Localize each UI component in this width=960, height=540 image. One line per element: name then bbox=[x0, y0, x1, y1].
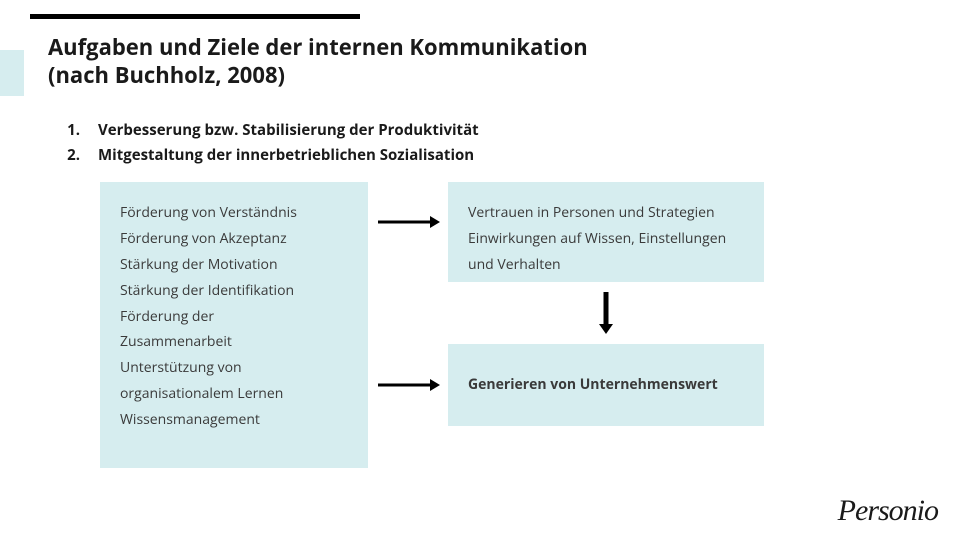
box-bottom-right-lines: Generieren von Unternehmenswert bbox=[468, 372, 718, 398]
box-line: Stärkung der Motivation bbox=[120, 252, 348, 278]
title-line-2: (nach Buchholz, 2008) bbox=[48, 62, 588, 90]
brand-logo: Personio bbox=[838, 494, 938, 528]
box-line: Einwirkungen auf Wissen, Einstellungen bbox=[468, 226, 744, 252]
box-left-lines: Förderung von VerständnisFörderung von A… bbox=[120, 200, 348, 433]
box-line: Förderung der bbox=[120, 304, 348, 330]
box-top-right: Vertrauen in Personen und StrategienEinw… bbox=[448, 182, 764, 282]
list-number: 1. bbox=[62, 118, 80, 143]
box-line: Generieren von Unternehmenswert bbox=[468, 372, 718, 398]
list-text: Verbesserung bzw. Stabilisierung der Pro… bbox=[98, 118, 479, 143]
box-line: und Verhalten bbox=[468, 252, 744, 278]
box-line: Förderung von Verständnis bbox=[120, 200, 348, 226]
arrow-left-to-bottomright-icon bbox=[370, 377, 448, 413]
box-line: organisationalem Lernen bbox=[120, 381, 348, 407]
box-line: Stärkung der Identifikation bbox=[120, 278, 348, 304]
box-left: Förderung von VerständnisFörderung von A… bbox=[100, 182, 368, 468]
accent-bar-vertical bbox=[0, 50, 24, 96]
title-line-1: Aufgaben und Ziele der internen Kommunik… bbox=[48, 34, 588, 62]
box-line: Unterstützung von bbox=[120, 355, 348, 381]
list-item: 2. Mitgestaltung der innerbetrieblichen … bbox=[62, 143, 479, 168]
slide: Aufgaben und Ziele der internen Kommunik… bbox=[0, 0, 960, 540]
box-line: Vertrauen in Personen und Strategien bbox=[468, 200, 744, 226]
box-line: Wissensmanagement bbox=[120, 407, 348, 433]
box-bottom-right: Generieren von Unternehmenswert bbox=[448, 344, 764, 426]
box-line: Zusammenarbeit bbox=[120, 329, 348, 355]
list-number: 2. bbox=[62, 143, 80, 168]
list-text: Mitgestaltung der innerbetrieblichen Soz… bbox=[98, 143, 474, 168]
arrow-topright-to-bottomright-icon bbox=[598, 284, 634, 342]
list-item: 1. Verbesserung bzw. Stabilisierung der … bbox=[62, 118, 479, 143]
numbered-list: 1. Verbesserung bzw. Stabilisierung der … bbox=[62, 118, 479, 168]
slide-title: Aufgaben und Ziele der internen Kommunik… bbox=[48, 34, 588, 89]
accent-bar-horizontal bbox=[30, 14, 360, 19]
box-line: Förderung von Akzeptanz bbox=[120, 226, 348, 252]
arrow-left-to-topright-icon bbox=[370, 214, 448, 250]
box-top-right-lines: Vertrauen in Personen und StrategienEinw… bbox=[468, 200, 744, 278]
